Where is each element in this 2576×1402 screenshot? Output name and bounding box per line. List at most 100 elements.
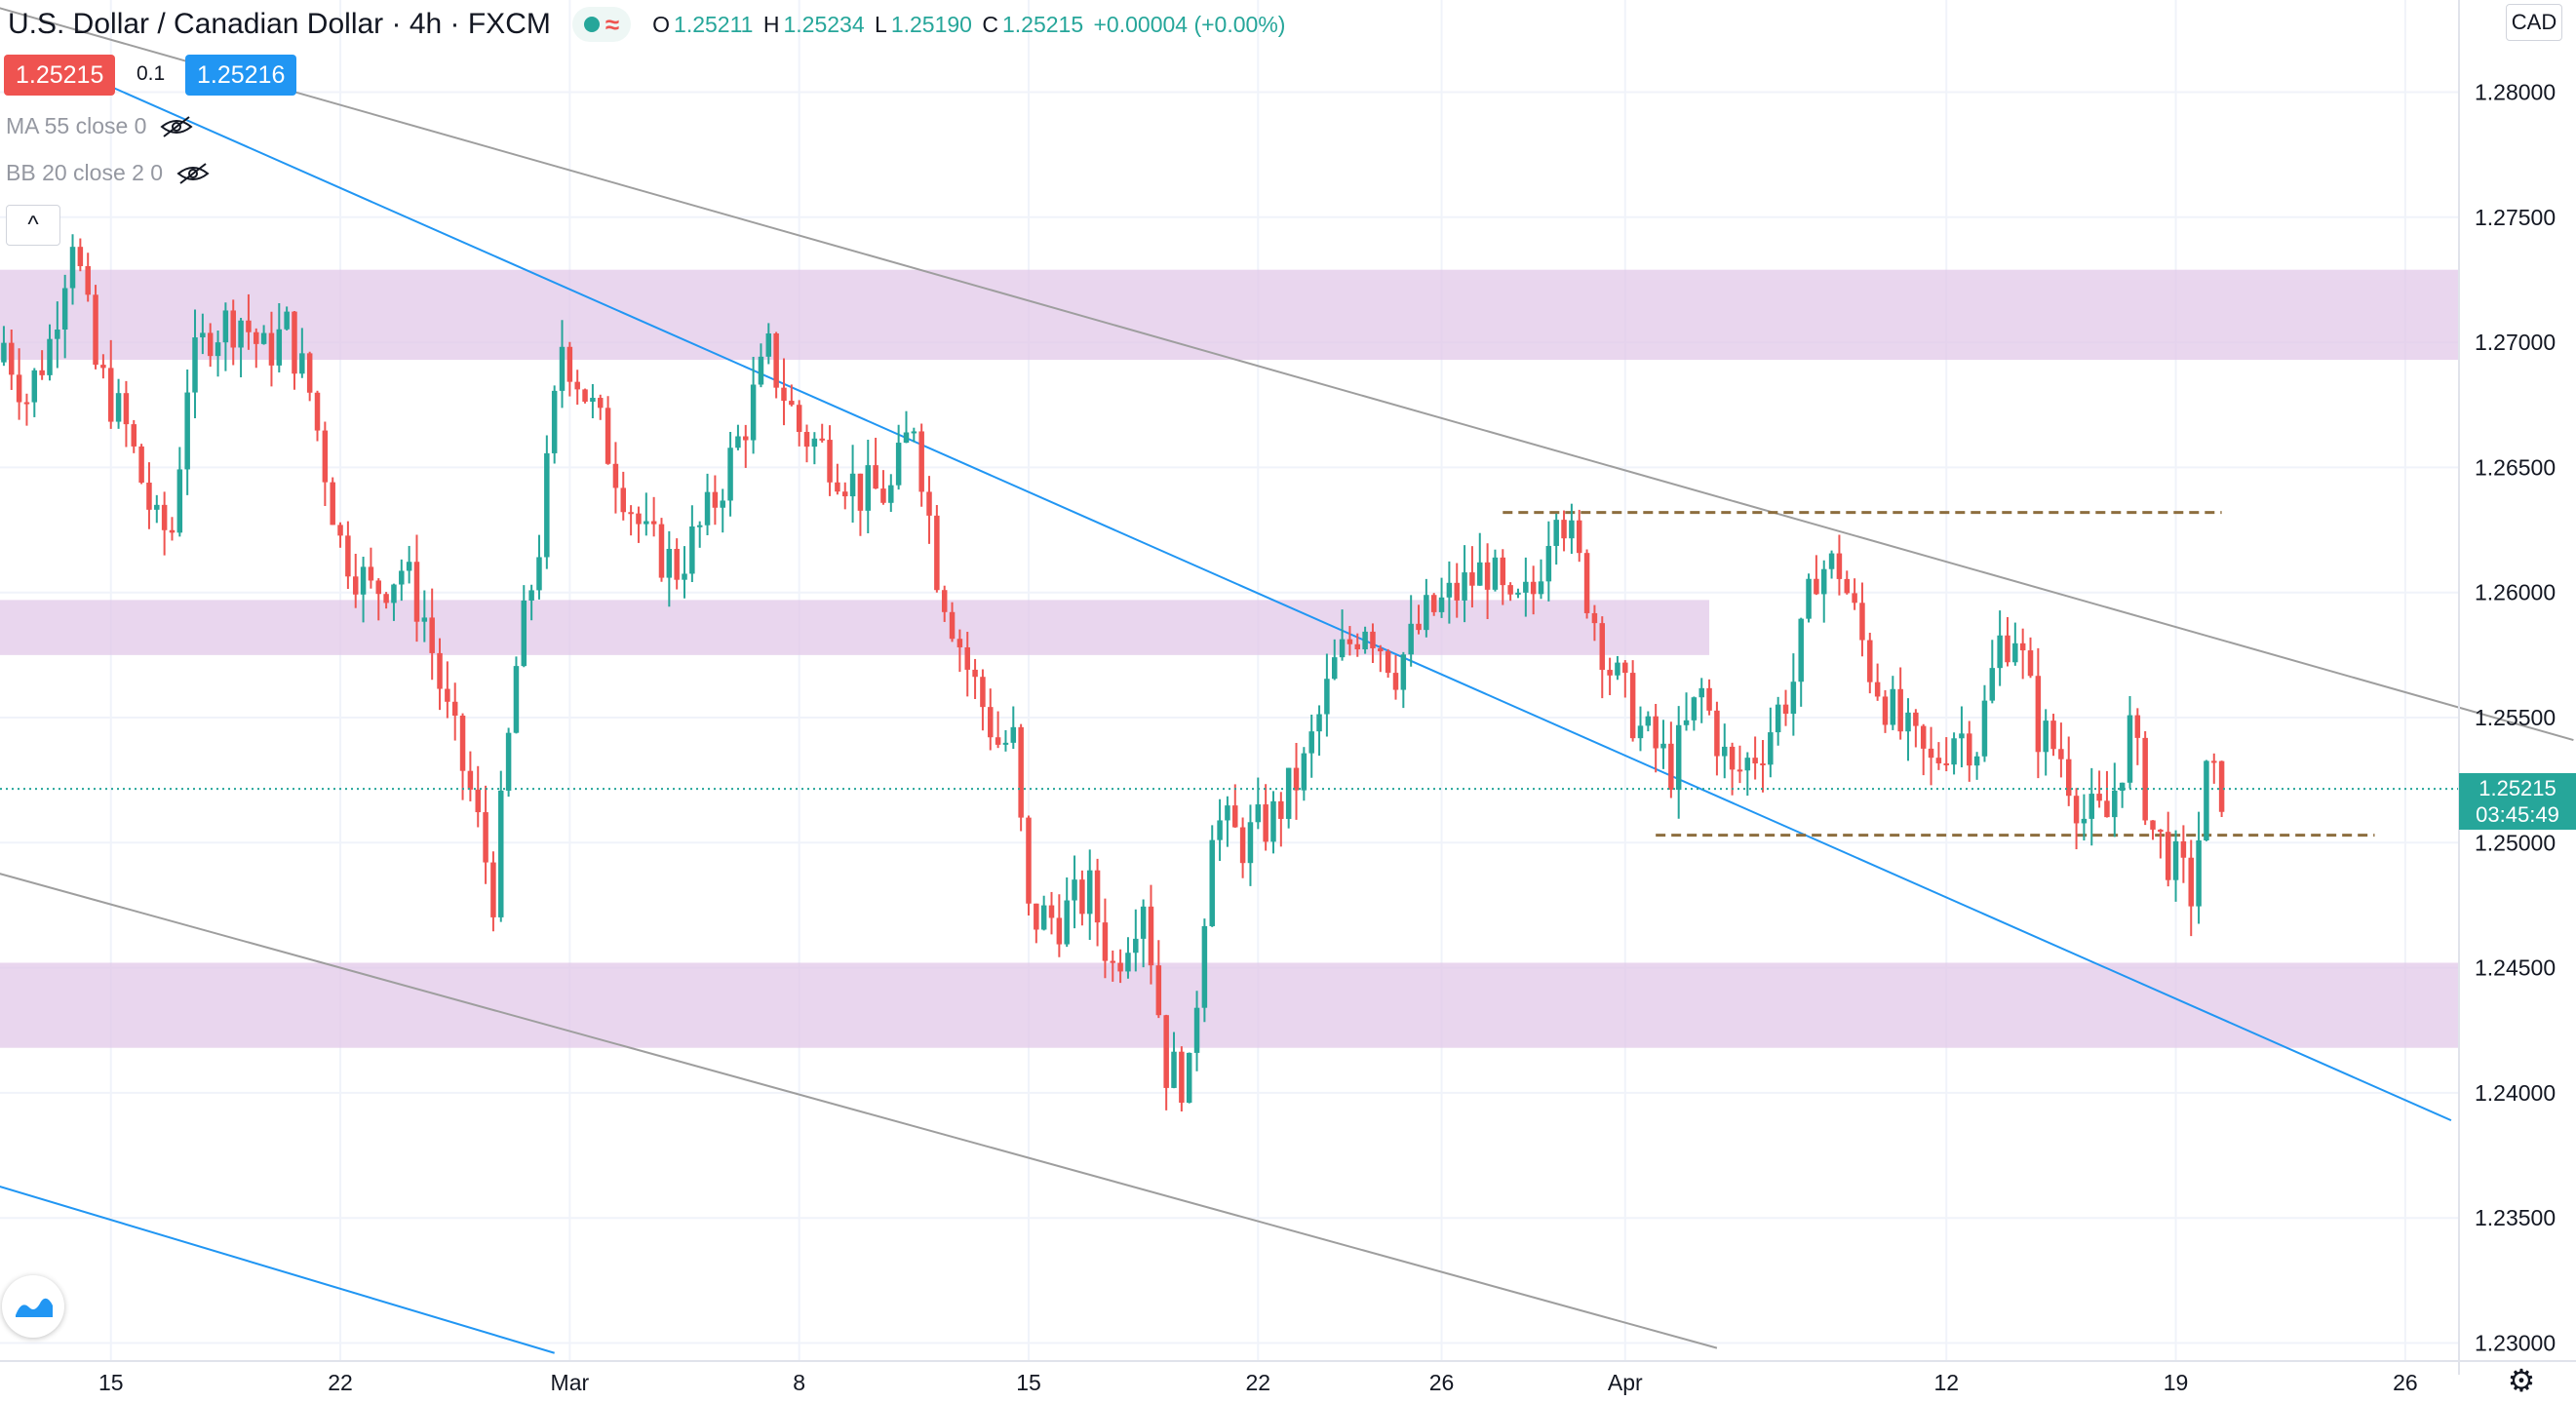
candle-body <box>743 436 749 441</box>
candle-body <box>1484 562 1491 590</box>
candle-body <box>192 337 198 393</box>
candle-body <box>1285 767 1292 819</box>
candle-body <box>1263 804 1268 842</box>
candle-body <box>1698 687 1704 698</box>
eye-hidden-icon[interactable] <box>160 115 194 138</box>
price-tick-label: 1.24000 <box>2475 1080 2556 1106</box>
candle-body <box>2188 857 2194 907</box>
candle-body <box>184 392 190 470</box>
candle-body <box>2019 643 2026 651</box>
support-resistance-zones <box>0 269 2459 1048</box>
candle-body <box>903 432 910 444</box>
gear-icon[interactable]: ⚙ <box>2507 1363 2536 1398</box>
candle-body <box>528 590 534 601</box>
candle-body <box>941 590 948 612</box>
candle-body <box>1576 520 1582 554</box>
candle-body <box>260 332 267 344</box>
candle-body <box>475 789 481 813</box>
candle-body <box>1882 696 1889 725</box>
candle-body <box>1959 733 1965 739</box>
time-axis: 15 22 Mar 8 15 22 26 Apr 12 19 26 <box>98 1370 2418 1395</box>
candle-body <box>368 566 374 581</box>
tradingview-logo-icon[interactable] <box>2 1275 64 1338</box>
candle-body <box>956 639 963 647</box>
candle-body <box>1530 581 1537 595</box>
candle-body <box>2050 720 2056 750</box>
trend-lines <box>0 7 2574 1354</box>
candle-body <box>322 430 329 483</box>
candle-body <box>314 392 321 431</box>
candle-body <box>1599 623 1606 671</box>
bar-countdown: 03:45:49 <box>2476 802 2559 827</box>
candle-body <box>1331 657 1338 680</box>
candle-body <box>1935 758 1942 763</box>
candle-body <box>93 294 98 366</box>
candle-body <box>758 356 764 385</box>
candle-body <box>1874 682 1881 697</box>
candle-body <box>445 688 450 702</box>
candle-body <box>1675 724 1682 791</box>
candle-body <box>1225 805 1230 821</box>
candle-body <box>666 548 673 578</box>
candle-body <box>644 521 649 525</box>
candle-body <box>1828 553 1835 569</box>
candle-body <box>949 611 956 640</box>
currency-button[interactable]: CAD <box>2506 4 2562 41</box>
candle-body <box>292 311 297 374</box>
symbol-title[interactable]: U.S. Dollar / Canadian Dollar · 4h · FXC… <box>8 8 551 40</box>
candle-body <box>254 331 259 344</box>
candle-body <box>2112 790 2118 818</box>
eye-hidden-icon[interactable] <box>176 162 210 185</box>
trend-line <box>0 1185 555 1354</box>
candle-body <box>383 594 389 604</box>
candle-body <box>1583 553 1590 613</box>
candle-body <box>696 525 703 527</box>
candle-body <box>1867 640 1873 682</box>
candle-body <box>2134 715 2141 738</box>
price-zone <box>0 600 1710 655</box>
candle-body <box>612 463 619 488</box>
candle-body <box>819 438 825 441</box>
candle-body <box>1408 623 1414 655</box>
candle-body <box>276 329 283 366</box>
market-status[interactable]: ≈ <box>571 7 632 42</box>
candle-body <box>934 515 940 591</box>
candle-body <box>841 491 848 497</box>
sell-button[interactable]: 1.25215 <box>4 55 116 96</box>
candle-body <box>1354 643 1361 650</box>
indicator-bb[interactable]: BB 20 close 2 0 <box>6 160 210 186</box>
candle-body <box>1768 732 1774 765</box>
candle-body <box>827 440 833 483</box>
candle-body <box>1416 623 1422 631</box>
trend-line <box>0 873 1718 1349</box>
buy-button[interactable]: 1.25216 <box>185 55 297 96</box>
candle-body <box>1217 820 1223 840</box>
indicator-ma[interactable]: MA 55 close 0 <box>6 113 194 139</box>
market-open-dot-icon <box>583 17 600 32</box>
candle-body <box>521 600 527 667</box>
candle-body <box>413 562 420 622</box>
spread-value: 0.1 <box>137 62 166 85</box>
candle-body <box>1967 733 1972 766</box>
candle-body <box>200 332 206 338</box>
time-tick-label: 19 <box>2164 1370 2189 1395</box>
candle-body <box>299 353 305 374</box>
candle-body <box>1820 568 1827 595</box>
candle-body <box>375 580 382 595</box>
candle-body <box>674 548 680 580</box>
candle-body <box>1775 704 1781 733</box>
candle-body <box>1247 822 1254 864</box>
candle-body <box>1637 725 1644 739</box>
candle-body <box>857 473 864 511</box>
trend-line <box>49 58 2452 1122</box>
candle-body <box>980 677 986 708</box>
candle-body <box>1454 582 1460 601</box>
candle-body <box>1981 700 1988 757</box>
price-tick-label: 1.23000 <box>2475 1331 2556 1356</box>
candle-body <box>1469 572 1475 586</box>
collapse-legend-button[interactable]: ^ <box>6 205 60 246</box>
candle-body <box>1928 748 1934 759</box>
candle-body <box>1 342 7 363</box>
candle-body <box>1316 714 1322 732</box>
